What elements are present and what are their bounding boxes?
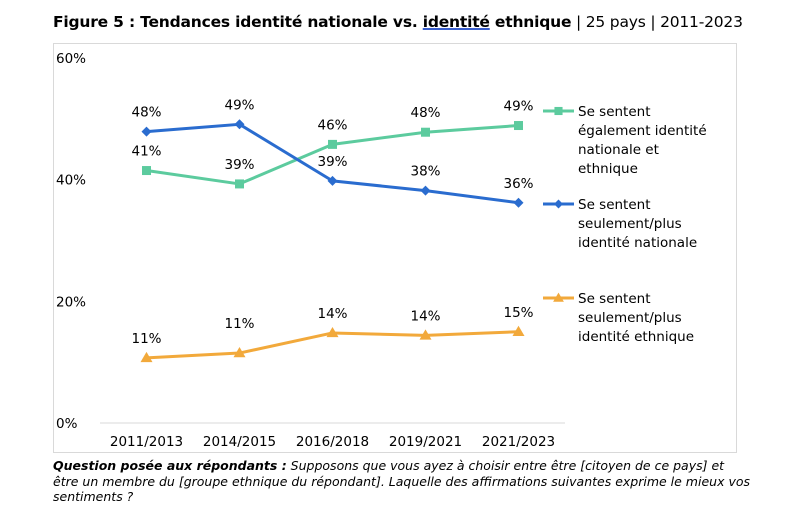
diamond-marker	[420, 185, 431, 196]
square-marker	[554, 106, 563, 116]
note-text: Supposons que vous ayez à choisir entre …	[53, 458, 750, 504]
title-underlined-word: identité	[422, 13, 490, 31]
square-marker	[421, 127, 430, 137]
data-label: 48%	[131, 105, 161, 121]
triangle-marker	[326, 326, 339, 338]
triangle-marker	[512, 325, 525, 336]
data-label: 11%	[131, 331, 161, 347]
data-label: 14%	[317, 306, 347, 322]
x-tick-label: 2016/2018	[296, 434, 369, 450]
y-tick-label: 0%	[56, 416, 78, 432]
data-label: 38%	[410, 164, 440, 180]
note-label: Question posée aux répondants :	[53, 458, 287, 473]
legend-item: Se sentent seulement/plus identité ethniqu…	[543, 291, 694, 345]
data-label: 49%	[503, 99, 533, 115]
square-marker	[142, 166, 151, 176]
legend-label: identité ethnique	[578, 329, 694, 345]
diamond-marker	[554, 199, 563, 209]
square-marker	[328, 139, 337, 149]
data-labels: 41% 39% 46% 48% 49% 48% 49% 39% 38% 36% 11% 11% 14% 1…	[131, 97, 533, 347]
title-prefix: Figure 5 : Tendances identité nationale …	[53, 13, 423, 31]
diamond-marker	[327, 175, 338, 186]
legend-label: identité nationale	[578, 235, 697, 251]
diamond-marker	[141, 126, 152, 137]
data-label: 39%	[224, 157, 254, 173]
triangle-marker	[553, 292, 564, 302]
legend-item: Se sentent également identité nationale et…	[543, 104, 707, 177]
legend-label: également identité	[578, 123, 707, 139]
legend-label: nationale et	[578, 142, 659, 158]
legend-label: Se sentent	[578, 104, 651, 120]
triangle-marker	[140, 351, 153, 363]
y-tick-label: 40%	[56, 173, 86, 189]
y-tick-label: 20%	[56, 294, 86, 310]
legend-label: Se sentent	[578, 197, 651, 213]
series-triangle	[140, 325, 525, 363]
series-group	[140, 119, 525, 363]
diamond-marker	[513, 197, 524, 208]
x-tick-label: 2021/2023	[482, 434, 555, 450]
survey-question-note: Question posée aux répondants : Supposon…	[53, 458, 753, 505]
x-tick-label: 2019/2021	[389, 434, 462, 450]
legend-label: seulement/plus	[578, 310, 682, 326]
data-label: 11%	[224, 316, 254, 332]
legend-label: ethnique	[578, 161, 638, 177]
data-label: 49%	[224, 97, 254, 113]
data-label: 41%	[131, 144, 161, 160]
data-label: 48%	[410, 105, 440, 121]
diamond-marker	[234, 119, 245, 130]
data-label: 36%	[503, 176, 533, 192]
x-tick-label: 2014/2015	[203, 434, 276, 450]
legend-label: Se sentent	[578, 291, 651, 307]
x-tick-label: 2011/2013	[110, 434, 183, 450]
data-label: 14%	[410, 308, 440, 324]
legend: Se sentent également identité nationale et…	[543, 104, 707, 345]
series-square	[142, 121, 523, 189]
chart-frame	[53, 43, 737, 453]
triangle-marker	[419, 329, 432, 340]
y-tick-label: 60%	[56, 51, 86, 67]
triangle-marker	[233, 347, 246, 358]
legend-label: seulement/plus	[578, 216, 682, 232]
data-label: 15%	[503, 305, 533, 321]
square-marker	[514, 121, 523, 131]
title-rest: ethnique	[489, 13, 572, 31]
legend-item: Se sentent seulement/plus identité nationa…	[543, 197, 697, 251]
title-suffix: | 25 pays | 2011-2023	[571, 13, 743, 31]
figure-title: Figure 5 : Tendances identité nationale …	[53, 13, 743, 31]
x-axis: 2011/2013 2014/2015 2016/2018 2019/2021 2021…	[110, 434, 555, 450]
square-marker	[235, 179, 244, 189]
data-label: 39%	[317, 154, 347, 170]
series-diamond	[141, 119, 524, 208]
y-axis: 0% 20% 40% 60%	[56, 51, 86, 432]
data-label: 46%	[317, 117, 347, 133]
